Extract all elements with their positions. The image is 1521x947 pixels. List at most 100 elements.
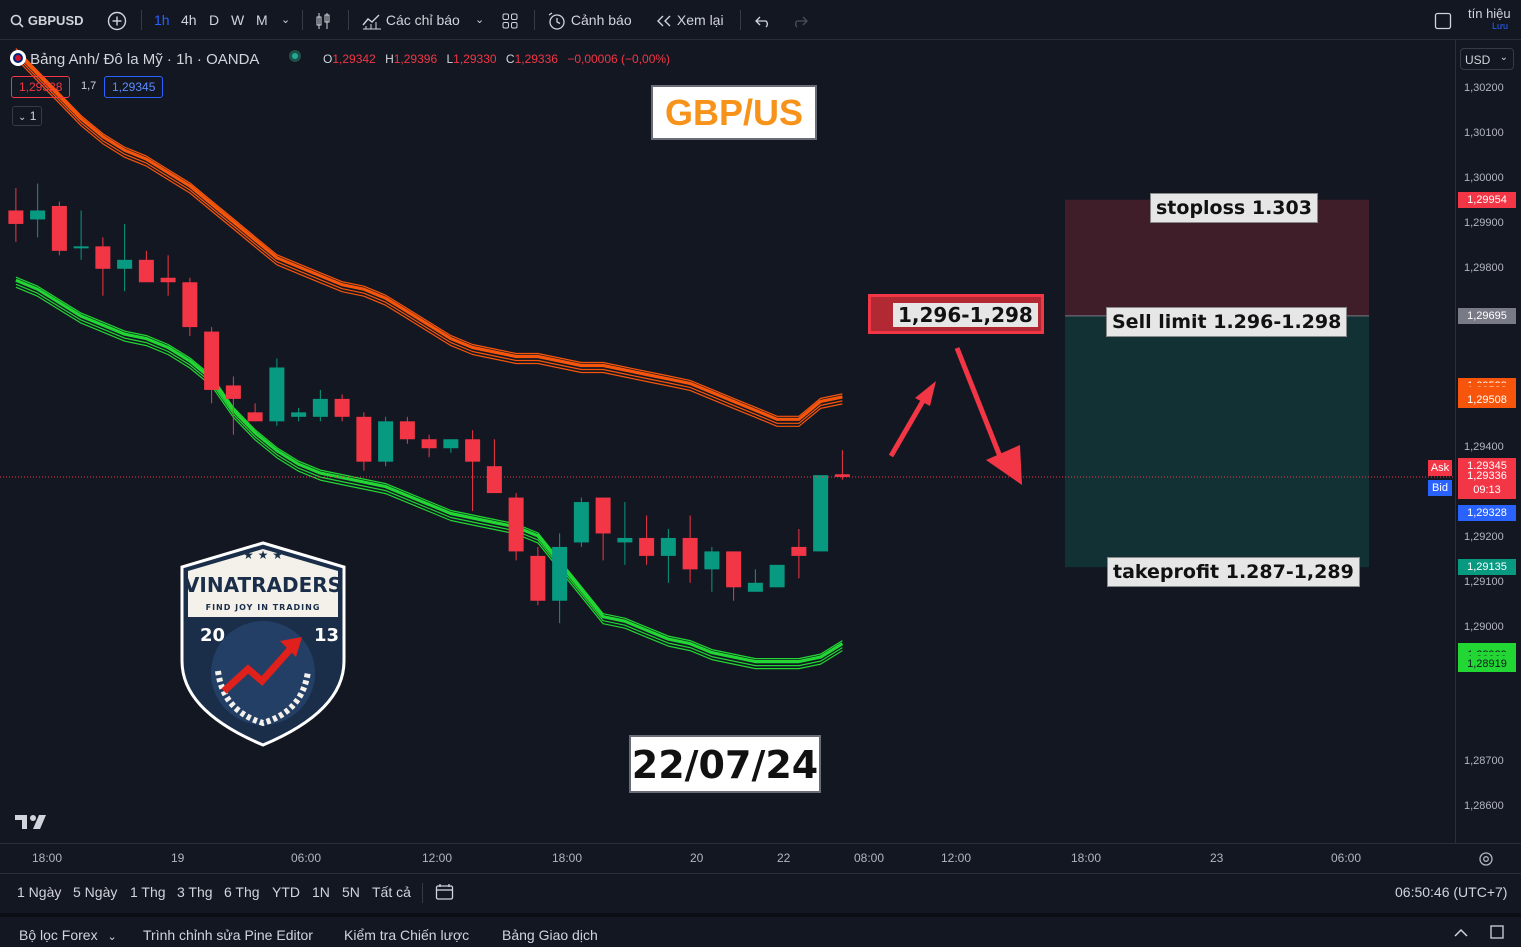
interval-1h[interactable]: 1h xyxy=(154,12,170,28)
tab-pine-editor[interactable]: Trình chỉnh sửa Pine Editor xyxy=(143,927,313,943)
candle-body xyxy=(486,466,502,494)
candle-body xyxy=(813,475,829,552)
range-3m[interactable]: 3 Thg xyxy=(177,884,213,900)
low-label: L xyxy=(446,52,454,66)
undo-button[interactable] xyxy=(755,0,771,40)
range-1m[interactable]: 1 Thg xyxy=(130,884,166,900)
redo-icon xyxy=(792,12,808,28)
save-label[interactable]: Lưu xyxy=(1492,21,1509,31)
interval-w[interactable]: W xyxy=(231,12,245,28)
last-price-value: 1,29336 xyxy=(1467,469,1507,482)
currency-select[interactable]: USD ⌄ xyxy=(1460,48,1514,70)
candle-body xyxy=(30,210,46,220)
ask-tag: Ask xyxy=(1428,459,1452,476)
indicators-button[interactable]: Các chỉ báo xyxy=(362,0,460,40)
price-marker-label: 1,29695 xyxy=(1458,307,1516,324)
sell-limit-label[interactable]: Sell limit 1.296-1.298 xyxy=(1106,307,1348,337)
market-status-dot[interactable] xyxy=(289,50,301,65)
range-1d[interactable]: 1 Ngày xyxy=(17,884,62,900)
candle-body xyxy=(225,385,241,399)
goto-date-button[interactable] xyxy=(435,883,455,906)
range-1y[interactable]: 1N xyxy=(312,884,330,900)
takeprofit-label[interactable]: takeprofit 1.287-1,289 xyxy=(1107,557,1360,587)
chart-pane[interactable]: Bảng Anh/ Đô la Mỹ · 1h · OANDA O1,29342… xyxy=(0,40,1455,843)
search-icon xyxy=(10,12,24,28)
stoploss-label[interactable]: stoploss 1.303 xyxy=(1150,193,1318,223)
chevron-down-icon: ⌄ xyxy=(18,112,27,123)
replay-button[interactable]: Xem lại xyxy=(655,0,724,40)
bands xyxy=(14,48,844,670)
candle-body xyxy=(204,331,220,390)
time-label: 06:00 xyxy=(1331,851,1362,865)
maximize-icon xyxy=(1490,925,1504,942)
price-axis[interactable]: USD ⌄ xyxy=(1455,40,1521,843)
change-value: −0,00006 (−0,00%) xyxy=(567,52,671,66)
tab-forex-screener[interactable]: Bộ lọc Forex ⌄ xyxy=(19,927,117,943)
maximize-panel-button[interactable] xyxy=(1490,925,1504,942)
close-label: C xyxy=(505,52,515,66)
tab-trading-panel[interactable]: Bảng Giao dịch xyxy=(502,927,598,943)
candle-body xyxy=(834,474,850,477)
date-annotation[interactable]: 22/07/24 xyxy=(629,735,821,793)
toolbar-divider xyxy=(740,10,741,30)
zone-annotation-box[interactable]: 1,296-1,298 xyxy=(868,294,1044,334)
fullscreen-checkbox[interactable] xyxy=(1434,0,1452,40)
interval-dropdown[interactable]: ⌄ xyxy=(281,0,290,40)
interval-m[interactable]: M xyxy=(256,12,268,28)
candle-body xyxy=(465,439,481,462)
price-marker-label: 1,29508 xyxy=(1458,391,1516,408)
chart-type-button[interactable] xyxy=(314,0,332,40)
tradingview-logo-icon[interactable] xyxy=(15,813,47,836)
indicator-count: 1 xyxy=(29,109,37,123)
price-tick-label: 1,28700 xyxy=(1464,755,1504,768)
candle-body xyxy=(530,555,546,601)
chevron-down-icon: ⌄ xyxy=(281,14,291,26)
redo-button[interactable] xyxy=(792,0,808,40)
candle-body xyxy=(269,367,285,422)
symbol-search-button[interactable]: GBPUSD xyxy=(10,0,84,40)
currency-label: USD xyxy=(1465,53,1491,67)
indicators-dropdown[interactable]: ⌄ xyxy=(475,0,484,40)
chart-settings-button[interactable] xyxy=(1478,851,1494,872)
interval-d[interactable]: D xyxy=(209,12,220,28)
symbol-legend[interactable]: Bảng Anh/ Đô la Mỹ · 1h · OANDA xyxy=(10,50,259,68)
rewind-icon xyxy=(655,12,673,28)
svg-text:★ ★ ★: ★ ★ ★ xyxy=(243,548,283,562)
low-value: 1,29330 xyxy=(453,52,497,66)
logo-year-right: 13 xyxy=(314,625,339,646)
candle-body xyxy=(291,412,307,417)
candle-body xyxy=(312,398,328,417)
bar-countdown: 09:13 xyxy=(1473,483,1501,496)
expand-panel-button[interactable] xyxy=(1454,925,1468,941)
candle-body xyxy=(443,439,459,449)
candle-body xyxy=(639,537,655,556)
buy-price-button[interactable]: 1,29345 xyxy=(104,76,164,98)
sell-price-button[interactable]: 1,29328 xyxy=(11,76,71,98)
grid-icon xyxy=(501,12,519,29)
range-5y[interactable]: 5N xyxy=(342,884,360,900)
price-marker-label: 1,29135 xyxy=(1458,559,1516,576)
alert-button[interactable]: Cảnh báo xyxy=(547,0,632,40)
up-arrow-head xyxy=(915,381,936,406)
candle-body xyxy=(51,205,67,251)
range-ytd[interactable]: YTD xyxy=(272,884,300,900)
candle-body xyxy=(791,546,807,556)
clock-label[interactable]: 06:50:46 (UTC+7) xyxy=(1395,884,1508,900)
symbol-label: GBPUSD xyxy=(27,13,84,28)
layouts-button[interactable] xyxy=(501,0,519,40)
collapse-indicators-button[interactable]: ⌄ 1 xyxy=(12,106,43,126)
top-toolbar: GBPUSD 1h 4h D W M ⌄ Các chỉ báo ⌄ Cảnh … xyxy=(0,0,1521,40)
candle-body xyxy=(726,551,742,588)
tab-strategy-tester[interactable]: Kiểm tra Chiến lược xyxy=(344,927,470,943)
signal-label[interactable]: tín hiệu xyxy=(1468,6,1511,21)
compare-symbol-button[interactable] xyxy=(107,0,127,40)
symbol-title: Bảng Anh/ Đô la Mỹ · 1h · OANDA xyxy=(30,51,260,68)
interval-4h[interactable]: 4h xyxy=(181,12,197,28)
range-divider xyxy=(422,883,423,903)
plus-circle-icon xyxy=(107,12,127,31)
time-axis[interactable]: 18:00 19 06:00 12:00 18:00 20 22 08:00 1… xyxy=(0,843,1521,873)
pair-annotation[interactable]: GBP/US xyxy=(651,85,817,140)
range-6m[interactable]: 6 Thg xyxy=(224,884,260,900)
range-5d[interactable]: 5 Ngày xyxy=(73,884,118,900)
range-all[interactable]: Tất cả xyxy=(372,884,411,900)
